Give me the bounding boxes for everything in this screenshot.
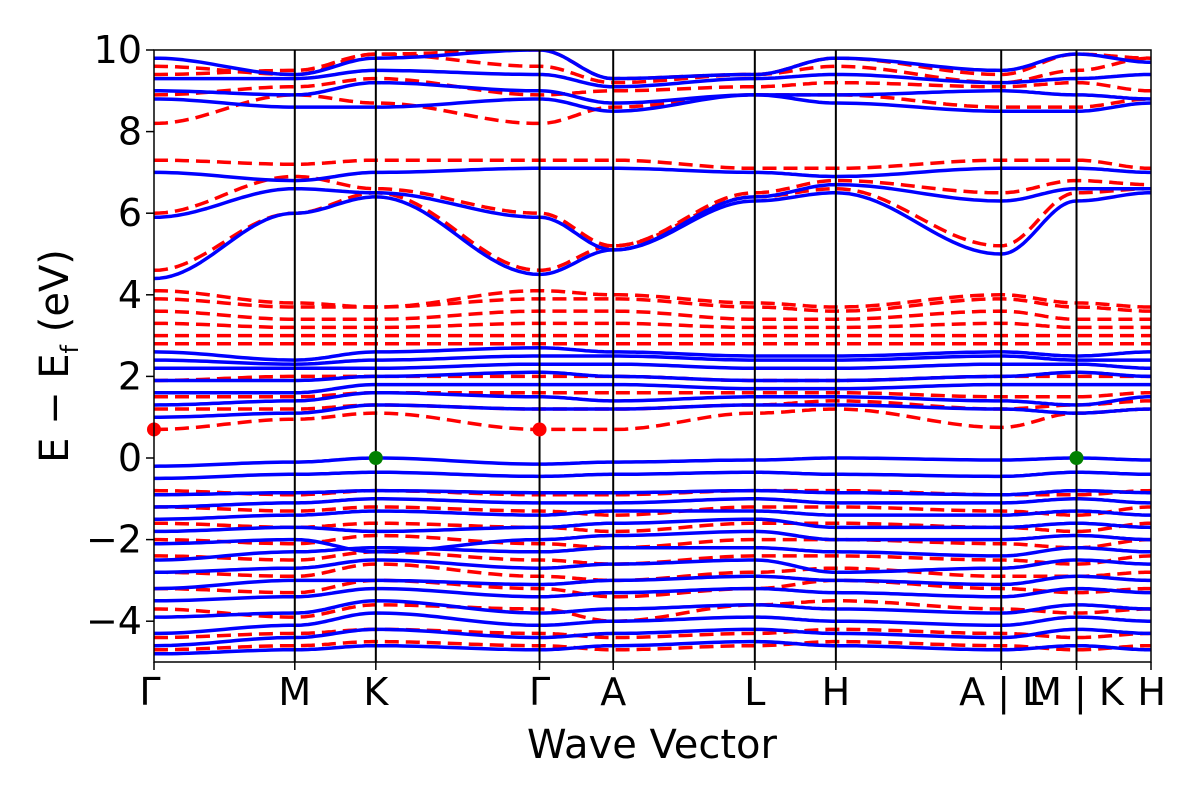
vbm-marker-1 xyxy=(1069,451,1084,465)
x-tick-label: Γ xyxy=(529,670,550,714)
kpoint-lines xyxy=(293,50,1078,662)
y-tick-label: −4 xyxy=(86,599,142,643)
plot-frame xyxy=(153,49,1152,663)
x-axis: Γ M K Γ A L H A | LM | K H xyxy=(139,662,1166,715)
x-tick-label: M | K xyxy=(1029,670,1125,715)
spin-up-band-3 xyxy=(154,599,1151,619)
spin-up-band-27 xyxy=(154,68,1151,89)
x-tick-label: L xyxy=(744,670,765,714)
y-axis-title: E − Ef (eV) xyxy=(32,249,84,463)
spin-down-band-21 xyxy=(154,174,1151,248)
y-tick-label: −2 xyxy=(86,518,142,562)
x-tick-label: M xyxy=(278,670,311,714)
spin-up-band-7 xyxy=(154,546,1151,562)
spin-up-band-21 xyxy=(154,346,1151,362)
y-tick-label: 0 xyxy=(118,436,142,480)
spin-down-band-5 xyxy=(154,550,1151,566)
spin-up-band-16 xyxy=(154,390,1151,407)
spin-up-band-24 xyxy=(154,166,1151,183)
spin-down-band-3 xyxy=(154,578,1151,599)
y-axis-title-unit: (eV) xyxy=(32,249,78,345)
x-tick-label: A | L xyxy=(959,670,1043,715)
spin-down-band-4 xyxy=(154,562,1151,583)
x-tick-label: K xyxy=(363,670,389,714)
spin-down-band-22 xyxy=(154,158,1151,171)
spin-up-band-10 xyxy=(154,509,1151,521)
y-axis-title-main: E − E xyxy=(32,353,78,463)
spin-up-band-8 xyxy=(154,529,1151,554)
spin-up-band-25 xyxy=(154,93,1151,113)
y-tick-label: 4 xyxy=(118,273,142,317)
spin-up-band-5 xyxy=(154,574,1151,591)
spin-up-band-9 xyxy=(154,517,1151,534)
spin-up-band-12 xyxy=(154,488,1151,497)
y-axis: −4 −2 0 2 4 6 8 10 xyxy=(86,28,154,643)
x-tick-label: H xyxy=(822,670,851,714)
spin-down-band-19 xyxy=(154,288,1151,309)
spin-down-band-7 xyxy=(154,521,1151,534)
spin-up-band-23 xyxy=(154,182,1151,252)
y-axis-title-subscript: f xyxy=(56,344,84,353)
y-tick-label: 8 xyxy=(118,110,142,154)
spin-down-band-18 xyxy=(154,297,1151,313)
spin-down-band-10 xyxy=(154,407,1151,432)
x-tick-label: A xyxy=(600,670,626,714)
cbm-marker-1 xyxy=(532,422,547,437)
x-axis-title: Wave Vector xyxy=(527,722,778,768)
spin-up-band-1 xyxy=(154,627,1151,648)
spin-down-band-23 xyxy=(154,93,1151,126)
spin-up-band-13 xyxy=(154,470,1151,481)
spin-down-band-12 xyxy=(154,390,1151,399)
spin-down-band-16 xyxy=(154,321,1151,330)
extrema-markers xyxy=(147,422,1084,465)
spin-up-band-11 xyxy=(154,497,1151,509)
x-tick-label: H xyxy=(1137,670,1166,714)
vbm-marker-0 xyxy=(368,451,383,465)
spin-down-band-1 xyxy=(154,627,1151,640)
spin-up-band-17 xyxy=(154,382,1151,395)
spin-up-band-19 xyxy=(154,362,1151,370)
spin-up-band-14 xyxy=(154,456,1151,468)
spin-up-band-28 xyxy=(154,50,1151,81)
spin-up-band-15 xyxy=(154,403,1151,419)
spin-up-band-4 xyxy=(154,586,1151,603)
spin-down-band-24 xyxy=(154,76,1151,97)
spin-up-band-0 xyxy=(154,639,1151,656)
y-tick-label: 10 xyxy=(94,28,142,72)
x-tick-label: Γ xyxy=(139,670,160,714)
spin-down-band-2 xyxy=(154,599,1151,623)
spin-down-band-25 xyxy=(154,52,1151,85)
y-tick-label: 2 xyxy=(118,354,142,398)
bands-layer xyxy=(154,50,1151,656)
spin-up-band-26 xyxy=(154,80,1151,105)
spin-up-band-2 xyxy=(154,611,1151,636)
spin-down-band-6 xyxy=(154,533,1151,550)
spin-up-band-18 xyxy=(154,370,1151,383)
y-tick-label: 6 xyxy=(118,191,142,235)
spin-up-band-20 xyxy=(154,354,1151,366)
spin-down-band-17 xyxy=(154,309,1151,322)
spin-up-band-6 xyxy=(154,558,1151,574)
